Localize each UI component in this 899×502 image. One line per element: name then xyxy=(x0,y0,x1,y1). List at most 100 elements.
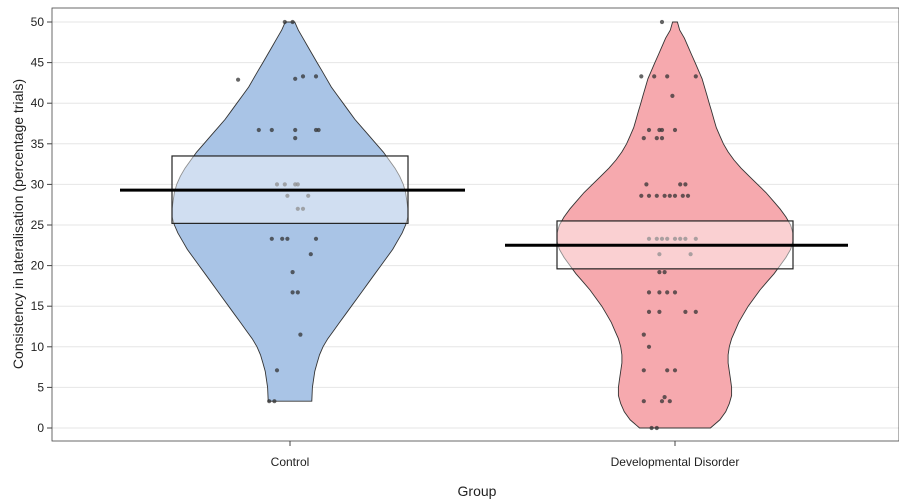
data-point xyxy=(313,74,319,79)
data-point xyxy=(269,236,274,241)
data-point xyxy=(300,206,306,211)
data-point xyxy=(646,127,652,133)
data-point xyxy=(672,127,678,133)
y-tick-label: 45 xyxy=(31,56,45,70)
data-point xyxy=(649,425,654,431)
y-axis-title: Consistency in lateralisation (percentag… xyxy=(10,79,26,369)
data-point xyxy=(683,182,688,187)
data-point xyxy=(667,399,672,404)
data-point xyxy=(672,290,678,295)
data-point xyxy=(646,290,652,295)
data-point xyxy=(646,193,652,198)
data-point xyxy=(670,93,675,98)
data-point xyxy=(672,368,678,373)
y-tick-label: 35 xyxy=(31,137,45,151)
x-axis-title: Group xyxy=(458,483,497,499)
data-points xyxy=(236,19,698,431)
data-point xyxy=(665,74,670,79)
data-point xyxy=(665,368,670,373)
data-point xyxy=(295,206,300,211)
data-point xyxy=(641,136,646,141)
mean-lines xyxy=(120,188,848,247)
x-axis: Control Developmental Disorder xyxy=(271,441,740,469)
data-point xyxy=(256,127,261,133)
data-point xyxy=(657,309,662,314)
data-point xyxy=(683,236,688,241)
y-axis: 0 5 10 15 20 25 30 35 40 45 50 xyxy=(31,15,52,435)
data-point xyxy=(672,193,678,198)
data-point xyxy=(290,19,295,25)
y-tick-label: 5 xyxy=(37,380,44,394)
data-point xyxy=(657,290,662,295)
data-point xyxy=(654,193,659,198)
data-point xyxy=(685,193,691,198)
data-point xyxy=(672,236,678,241)
data-point xyxy=(667,193,672,198)
data-point xyxy=(662,270,667,275)
data-point xyxy=(293,76,298,81)
data-point xyxy=(688,252,693,257)
data-point xyxy=(285,236,290,241)
data-point xyxy=(652,74,657,79)
x-tick-label: Control xyxy=(271,455,310,469)
data-point xyxy=(644,182,649,187)
data-point xyxy=(282,182,287,187)
data-point xyxy=(662,395,667,400)
data-point xyxy=(659,136,665,141)
data-point xyxy=(693,236,698,241)
data-point xyxy=(290,290,295,295)
data-point xyxy=(654,236,659,241)
data-point xyxy=(646,344,652,349)
data-point xyxy=(641,332,646,337)
data-point xyxy=(269,127,274,133)
data-point xyxy=(293,127,298,133)
data-point xyxy=(654,136,659,141)
data-point xyxy=(295,182,300,187)
y-tick-label: 50 xyxy=(31,15,45,29)
data-point xyxy=(290,270,295,275)
y-tick-label: 10 xyxy=(31,340,45,354)
data-point xyxy=(313,236,319,241)
data-point xyxy=(306,193,311,198)
y-tick-label: 0 xyxy=(37,421,44,435)
data-point xyxy=(659,19,665,25)
data-point xyxy=(293,136,298,141)
data-point xyxy=(274,182,280,187)
data-point xyxy=(236,77,241,82)
y-tick-label: 20 xyxy=(31,259,45,273)
data-point xyxy=(662,193,667,198)
data-point xyxy=(641,399,646,404)
data-point xyxy=(678,236,683,241)
data-point xyxy=(308,252,313,257)
data-point xyxy=(659,399,665,404)
y-tick-label: 25 xyxy=(31,218,45,232)
data-point xyxy=(272,399,277,404)
data-point xyxy=(659,236,665,241)
data-point xyxy=(646,236,652,241)
x-tick-label: Developmental Disorder xyxy=(611,455,740,469)
data-point xyxy=(665,290,670,295)
y-tick-label: 15 xyxy=(31,299,45,313)
data-point xyxy=(639,193,644,198)
data-point xyxy=(316,127,321,133)
data-point xyxy=(654,425,659,431)
violins xyxy=(171,21,794,429)
grid-lines xyxy=(52,21,899,429)
data-point xyxy=(657,270,662,275)
data-point xyxy=(285,193,290,198)
data-point xyxy=(641,368,646,373)
data-point xyxy=(300,74,306,79)
violin-developmental-disorder xyxy=(556,21,794,429)
data-point xyxy=(274,368,280,373)
data-point xyxy=(657,252,662,257)
data-point xyxy=(659,127,665,133)
data-point xyxy=(295,290,300,295)
data-point xyxy=(665,236,670,241)
data-point xyxy=(693,74,698,79)
data-point xyxy=(693,309,698,314)
y-tick-label: 40 xyxy=(31,96,45,110)
data-point xyxy=(280,236,285,241)
y-tick-label: 30 xyxy=(31,177,45,191)
data-point xyxy=(646,309,652,314)
